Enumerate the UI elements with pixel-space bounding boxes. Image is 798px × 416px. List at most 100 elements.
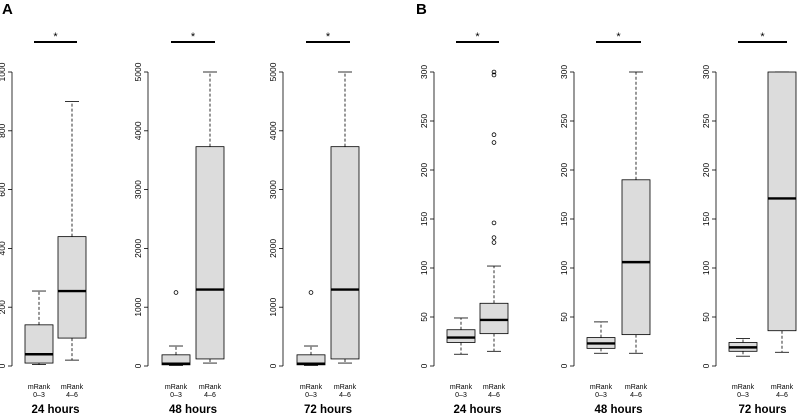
outlier-point — [491, 72, 497, 78]
y-tick-label: 0 — [419, 363, 429, 368]
y-tick-label: 300 — [559, 65, 569, 79]
category-label-line1: mRank — [450, 384, 473, 391]
category-label-line1: mRank — [300, 384, 323, 391]
outlier-point — [491, 220, 497, 226]
y-tick-label: 2000 — [133, 239, 143, 258]
category-label-line1: mRank — [625, 384, 648, 391]
category-label-line1: mRank — [732, 384, 755, 391]
y-tick-label: 200 — [0, 300, 7, 314]
category-label-line1: mRank — [334, 384, 357, 391]
iqr-box — [621, 179, 651, 336]
y-tick-label: 800 — [0, 123, 7, 137]
y-tick-label: 0 — [701, 363, 711, 368]
y-tick-label: 600 — [0, 182, 7, 196]
category-label-line2: 4–6 — [66, 392, 78, 399]
y-tick-label: 4000 — [133, 121, 143, 140]
panel-title: 48 hours — [169, 404, 217, 416]
y-tick-label: 150 — [701, 212, 711, 226]
iqr-box — [479, 302, 509, 335]
chart-panel: 010002000300040005000mRank0–3mRank4–6*72… — [268, 31, 360, 416]
category-label-line1: mRank — [590, 384, 613, 391]
panel-title: 24 hours — [454, 404, 502, 416]
iqr-box — [330, 146, 360, 360]
y-tick-label: 250 — [419, 114, 429, 128]
panel-label-b: B — [416, 1, 427, 18]
y-tick-label: 50 — [701, 312, 711, 322]
significance-star: * — [616, 31, 621, 43]
y-tick-label: 50 — [419, 312, 429, 322]
y-tick-label: 150 — [559, 212, 569, 226]
category-label-line2: 0–3 — [455, 392, 467, 399]
outlier-point — [173, 290, 179, 295]
y-tick-label: 200 — [559, 163, 569, 177]
y-tick-label: 4000 — [268, 121, 278, 140]
y-tick-label: 3000 — [133, 180, 143, 199]
y-tick-label: 200 — [701, 163, 711, 177]
outlier-point — [308, 290, 314, 295]
significance-star: * — [760, 31, 765, 43]
category-label-line1: mRank — [483, 384, 506, 391]
y-tick-label: 5000 — [133, 62, 143, 81]
y-tick-label: 1000 — [268, 297, 278, 316]
y-tick-label: 100 — [419, 261, 429, 275]
y-tick-label: 0 — [0, 363, 7, 368]
y-tick-label: 300 — [701, 65, 711, 79]
panel-label-a: A — [2, 1, 13, 18]
iqr-box — [767, 71, 797, 332]
iqr-box — [57, 236, 87, 339]
significance-star: * — [475, 31, 480, 43]
y-tick-label: 1000 — [0, 62, 7, 81]
significance-star: * — [53, 31, 58, 43]
y-tick-label: 250 — [701, 114, 711, 128]
y-tick-label: 0 — [559, 363, 569, 368]
y-tick-label: 100 — [701, 261, 711, 275]
significance-star: * — [191, 31, 196, 43]
y-tick-label: 0 — [268, 363, 278, 368]
category-label-line2: 0–3 — [737, 392, 749, 399]
y-tick-label: 3000 — [268, 180, 278, 199]
panel-title: 48 hours — [595, 404, 643, 416]
category-label-line1: mRank — [28, 384, 51, 391]
iqr-box — [24, 324, 54, 364]
category-label-line1: mRank — [165, 384, 188, 391]
outlier-point — [491, 235, 497, 240]
category-label-line1: mRank — [771, 384, 794, 391]
category-label-line2: 0–3 — [305, 392, 317, 399]
y-tick-label: 2000 — [268, 239, 278, 258]
outlier-point — [491, 140, 497, 145]
chart-panel: 010002000300040005000mRank0–3mRank4–6*48… — [133, 31, 225, 416]
y-tick-label: 50 — [559, 312, 569, 322]
y-tick-label: 0 — [133, 363, 143, 368]
category-label-line2: 4–6 — [630, 392, 642, 399]
category-label-line1: mRank — [61, 384, 84, 391]
category-label-line2: 4–6 — [488, 392, 500, 399]
category-label-line2: 0–3 — [595, 392, 607, 399]
y-tick-label: 300 — [419, 65, 429, 79]
category-label-line2: 4–6 — [776, 392, 788, 399]
panel-title: 72 hours — [304, 404, 352, 416]
panel-title: 72 hours — [739, 404, 787, 416]
category-label-line2: 4–6 — [204, 392, 216, 399]
outlier-point — [491, 240, 497, 245]
iqr-box — [195, 146, 225, 360]
y-tick-label: 150 — [419, 212, 429, 226]
iqr-box — [446, 329, 476, 343]
y-tick-label: 5000 — [268, 62, 278, 81]
y-tick-label: 100 — [559, 261, 569, 275]
y-tick-label: 200 — [419, 163, 429, 177]
category-label-line1: mRank — [199, 384, 222, 391]
significance-star: * — [326, 31, 331, 43]
category-label-line2: 0–3 — [170, 392, 182, 399]
y-tick-label: 400 — [0, 241, 7, 255]
category-label-line2: 4–6 — [339, 392, 351, 399]
y-tick-label: 250 — [559, 114, 569, 128]
outlier-point — [491, 132, 497, 138]
category-label-line2: 0–3 — [33, 392, 45, 399]
y-tick-label: 1000 — [133, 297, 143, 316]
